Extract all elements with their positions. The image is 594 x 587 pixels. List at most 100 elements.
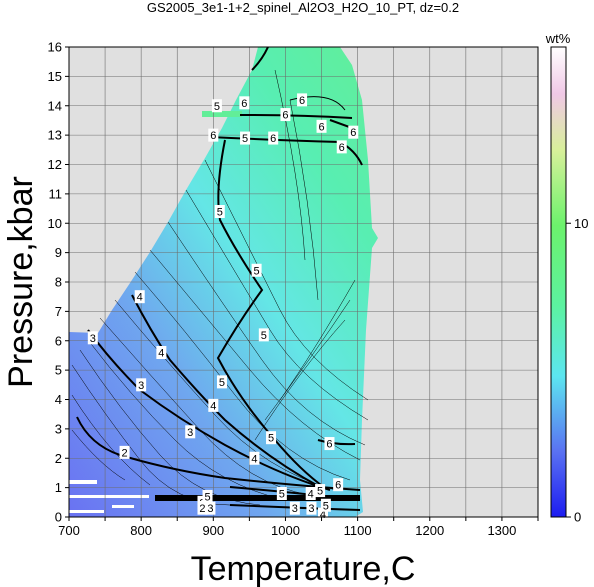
x-tick-label: 1300	[487, 523, 516, 538]
contour-label-box	[289, 501, 300, 515]
contour-label-box	[205, 501, 216, 515]
contour-label-text: 3	[308, 503, 314, 515]
contour-label-box	[208, 398, 219, 412]
contour-label-text: 6	[339, 142, 345, 154]
contour-label: 4	[208, 398, 219, 412]
contour-label-box	[336, 140, 347, 154]
y-tick-label: 3	[55, 421, 62, 436]
y-tick-label: 7	[55, 304, 62, 319]
contour-label: 4	[134, 290, 145, 304]
contour-label-text: 2	[199, 503, 205, 515]
contour-label-text: 6	[299, 95, 305, 107]
contour-label: 2	[119, 445, 130, 459]
blank-strip	[69, 510, 104, 513]
contour-label-text: 4	[308, 489, 314, 501]
contour-label-box	[280, 108, 291, 122]
contour-label-text: 4	[158, 348, 164, 360]
y-tick-label: 10	[48, 216, 62, 231]
contour-label-box	[185, 425, 196, 439]
contour-label-box	[216, 375, 227, 389]
x-tick-label: 1100	[344, 523, 372, 538]
contour-label-box	[249, 451, 260, 465]
contour-label: 6	[348, 125, 359, 139]
contour-label-box	[136, 378, 147, 392]
contour-label-box	[276, 487, 287, 500]
contour-label: 6	[239, 96, 250, 110]
contour-label: 5	[211, 99, 222, 113]
contour-label: 4	[305, 487, 316, 501]
contour-label: 2	[197, 501, 208, 515]
contour-label-box	[306, 501, 317, 515]
chart-title: GS2005_3e1-1+2_spinel_Al2O3_H2O_10_PT, d…	[147, 0, 459, 15]
contour-label: 6	[208, 128, 219, 142]
contour-label: 5	[258, 328, 269, 342]
contour-label-text: 5	[204, 491, 210, 503]
y-tick-label: 14	[48, 98, 62, 113]
contour-label-box	[208, 128, 219, 142]
contour-label: 5	[216, 375, 227, 389]
contour-label-text: 5	[214, 101, 220, 113]
y-axis-label: Pressure,kbar	[2, 176, 40, 388]
contour-label-box	[317, 507, 328, 521]
contour-label-box	[156, 346, 167, 359]
green-band	[202, 111, 242, 117]
contour-label: 6	[268, 131, 279, 145]
blank-strip	[69, 495, 149, 498]
contour-label-text: 6	[270, 133, 276, 145]
x-tick-label: 1000	[271, 523, 300, 538]
contour-label-box	[348, 125, 359, 139]
contour-label-box	[268, 131, 279, 145]
y-tick-label: 5	[55, 363, 62, 378]
contour-label-box	[119, 445, 130, 459]
contour-label: 6	[333, 478, 344, 492]
y-tick-label: 8	[55, 275, 62, 290]
y-tick-label: 6	[55, 333, 62, 348]
contour-label-box	[202, 489, 213, 503]
contour-label: 6	[324, 437, 335, 451]
contour-label-box	[239, 96, 250, 110]
contour-label: 6	[336, 140, 347, 154]
x-axis-label: Temperature,C	[191, 550, 416, 587]
y-tick-label: 13	[48, 128, 62, 143]
contour-label-text: 5	[261, 330, 267, 342]
x-axis: 700 800 900 1000 1100 1200 1300	[58, 517, 539, 538]
contour-label-box	[297, 93, 308, 107]
colorbar-tick-label: 10	[574, 216, 588, 231]
contour-label-box	[324, 437, 335, 451]
contour-label-text: 5	[217, 207, 223, 219]
contour-label: 5	[251, 263, 262, 277]
contour-label-text: 3	[138, 380, 144, 392]
contour-label: 5	[214, 205, 225, 219]
contour-label: 4	[317, 507, 328, 521]
y-tick-label: 9	[55, 245, 62, 260]
contour-label-box	[214, 205, 225, 218]
y-tick-label: 2	[55, 451, 62, 466]
contour-label: 4	[156, 346, 167, 360]
contour-label-text: 5	[279, 489, 285, 501]
contour-label-text: 6	[335, 480, 341, 492]
contour-label-text: 3	[90, 333, 96, 345]
contour-label-text: 2	[121, 447, 127, 459]
y-tick-label: 12	[48, 157, 62, 172]
contour-label: 3	[289, 501, 300, 515]
contour-label-box	[87, 331, 98, 345]
contour-label-box	[258, 328, 269, 342]
contour-label-box	[197, 501, 208, 515]
contour-label-text: 4	[137, 292, 143, 304]
contour-label-text: 5	[268, 433, 274, 445]
contour-label: 3	[136, 378, 147, 392]
contour-label-text: 3	[187, 427, 193, 439]
y-tick-label: 16	[48, 40, 62, 55]
contour-label: 6	[297, 93, 308, 107]
contour-label: 4	[249, 451, 260, 465]
x-tick-label: 800	[130, 523, 152, 538]
x-tick-label: 700	[58, 523, 80, 538]
contour-label-box	[316, 119, 327, 133]
contour-label: 5	[276, 487, 287, 501]
contour-label-text: 4	[251, 453, 257, 465]
contour-label-text: 6	[282, 110, 288, 122]
contour-label: 5	[202, 489, 213, 503]
colorbar-tick-label: 0	[574, 510, 581, 525]
